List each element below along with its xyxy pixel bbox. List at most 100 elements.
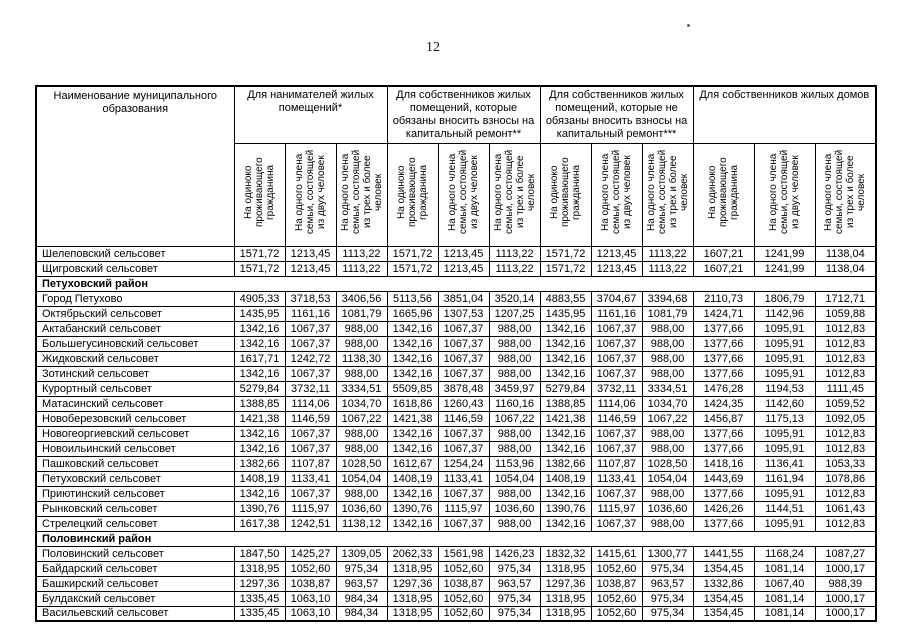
tariff-value: 1213,45 [437, 260, 490, 277]
tariff-value: 1342,16 [386, 440, 439, 457]
tariff-value: 1175,13 [753, 410, 816, 427]
tariff-value: 1115,97 [437, 500, 490, 517]
tariff-value: 1138,04 [814, 260, 877, 277]
tariff-value: 1421,38 [539, 410, 592, 427]
tariff-value: 1028,50 [335, 455, 388, 472]
subheader-cell: На одного члена семьи, состоящей из двух… [590, 142, 643, 247]
municipality-name: Васильевский сельсовет [35, 605, 235, 622]
section-row: Половинский район [35, 530, 877, 547]
tariff-value: 1067,37 [437, 440, 490, 457]
tariff-value: 1342,16 [386, 425, 439, 442]
tariff-value: 1095,91 [753, 350, 816, 367]
table-row: Башкирский сельсовет 1297,36 1038,87 963,57… [35, 575, 877, 592]
tariff-value: 2062,33 [386, 545, 439, 562]
tariff-value: 1113,22 [641, 245, 694, 262]
municipality-name: Шелеповский сельсовет [35, 245, 235, 262]
tariff-value: 988,00 [641, 440, 694, 457]
tariff-value: 1571,72 [233, 245, 286, 262]
tariff-value: 1067,22 [641, 410, 694, 427]
tariff-value: 1300,77 [641, 545, 694, 562]
tariff-value: 4883,55 [539, 290, 592, 307]
tariff-value: 1063,10 [284, 605, 337, 622]
tariff-value: 1000,17 [814, 560, 877, 577]
tariff-value: 988,00 [335, 335, 388, 352]
tariff-value: 5279,84 [233, 380, 286, 397]
tariff-value: 1067,37 [590, 335, 643, 352]
tariff-value: 963,57 [488, 575, 541, 592]
tariff-value: 1067,37 [590, 440, 643, 457]
tariff-value: 1000,17 [814, 605, 877, 622]
municipality-name: Пашковский сельсовет [35, 455, 235, 472]
tariff-value: 963,57 [335, 575, 388, 592]
tariff-value: 1113,22 [335, 260, 388, 277]
tariff-value: 1342,16 [539, 515, 592, 532]
tariff-value: 1408,19 [539, 470, 592, 487]
tariff-value: 1095,91 [753, 320, 816, 337]
subheader-cell: На одного члена семьи, состоящей из двух… [437, 142, 490, 247]
tariff-value: 1059,52 [814, 395, 877, 412]
tariff-value: 3406,56 [335, 290, 388, 307]
tariff-value: 1012,83 [814, 365, 877, 382]
tariff-value: 1424,71 [692, 305, 755, 322]
tariff-value: 1342,16 [233, 335, 286, 352]
tariff-value: 1377,66 [692, 335, 755, 352]
tariff-value: 1012,83 [814, 440, 877, 457]
tariff-value: 1067,37 [590, 425, 643, 442]
tariff-value: 1107,87 [284, 455, 337, 472]
tariff-value: 1665,96 [386, 305, 439, 322]
tariff-value: 1342,16 [386, 320, 439, 337]
tariff-value: 3520,14 [488, 290, 541, 307]
tariff-value: 988,00 [488, 425, 541, 442]
tariff-value: 1067,37 [590, 365, 643, 382]
tariff-value: 1421,38 [233, 410, 286, 427]
subheader-vertical-label: На одиноко проживающего гражданина [396, 156, 429, 227]
tariff-value: 1067,37 [284, 485, 337, 502]
municipality-name: Актабанский сельсовет [35, 320, 235, 337]
municipality-name: Новогеоргиевский сельсовет [35, 425, 235, 442]
tariff-value: 1081,14 [753, 605, 816, 622]
tariff-value: 1354,45 [692, 590, 755, 607]
tariff-value: 1144,51 [753, 500, 816, 517]
tariff-value: 1408,19 [386, 470, 439, 487]
tariff-value: 1425,27 [284, 545, 337, 562]
tariff-value: 1095,91 [753, 425, 816, 442]
tariff-value: 1241,99 [753, 260, 816, 277]
tariff-value: 1067,37 [590, 485, 643, 502]
tariff-value: 988,00 [641, 320, 694, 337]
tariff-value: 1318,95 [539, 560, 592, 577]
tariff-value: 3394,68 [641, 290, 694, 307]
municipality-name: Половинский сельсовет [35, 545, 235, 562]
tariff-value: 1078,86 [814, 470, 877, 487]
tariff-value: 1067,37 [437, 350, 490, 367]
tariff-value: 1297,36 [233, 575, 286, 592]
tariff-value: 1342,16 [539, 440, 592, 457]
subheader-cell: На одного члена семьи, состоящей из трех… [488, 142, 541, 247]
tariff-value: 1052,60 [284, 560, 337, 577]
subheader-vertical-label: На одного члена семьи, состоящей из трех… [339, 149, 384, 234]
table-row: Новоильинский сельсовет 1342,16 1067,37 988… [35, 440, 877, 457]
tariff-value: 1832,32 [539, 545, 592, 562]
municipality-name: Щигровский сельсовет [35, 260, 235, 277]
tariff-value: 988,00 [641, 365, 694, 382]
tariff-value: 1421,38 [386, 410, 439, 427]
group-header-row: Наименование муниципального образования … [35, 85, 877, 247]
tariff-value: 1061,43 [814, 500, 877, 517]
tariff-value: 3878,48 [437, 380, 490, 397]
group-header-house-owners: Для собственников жилых домов [692, 85, 877, 144]
tariff-value: 1133,41 [284, 470, 337, 487]
tariff-value: 1067,37 [437, 320, 490, 337]
tariff-value: 988,00 [335, 485, 388, 502]
tariff-value: 1133,41 [437, 470, 490, 487]
tariff-value: 1067,37 [590, 320, 643, 337]
tariff-value: 1113,22 [488, 260, 541, 277]
tariff-value: 1332,86 [692, 575, 755, 592]
scan-artifact-dot [687, 24, 690, 27]
tariff-value: 1067,37 [284, 320, 337, 337]
tariff-value: 988,00 [488, 320, 541, 337]
tariff-value: 1335,45 [233, 605, 286, 622]
tariff-value: 1242,72 [284, 350, 337, 367]
tariff-value: 1067,37 [284, 440, 337, 457]
tariff-value: 975,34 [641, 590, 694, 607]
page-number: 12 [426, 40, 440, 55]
